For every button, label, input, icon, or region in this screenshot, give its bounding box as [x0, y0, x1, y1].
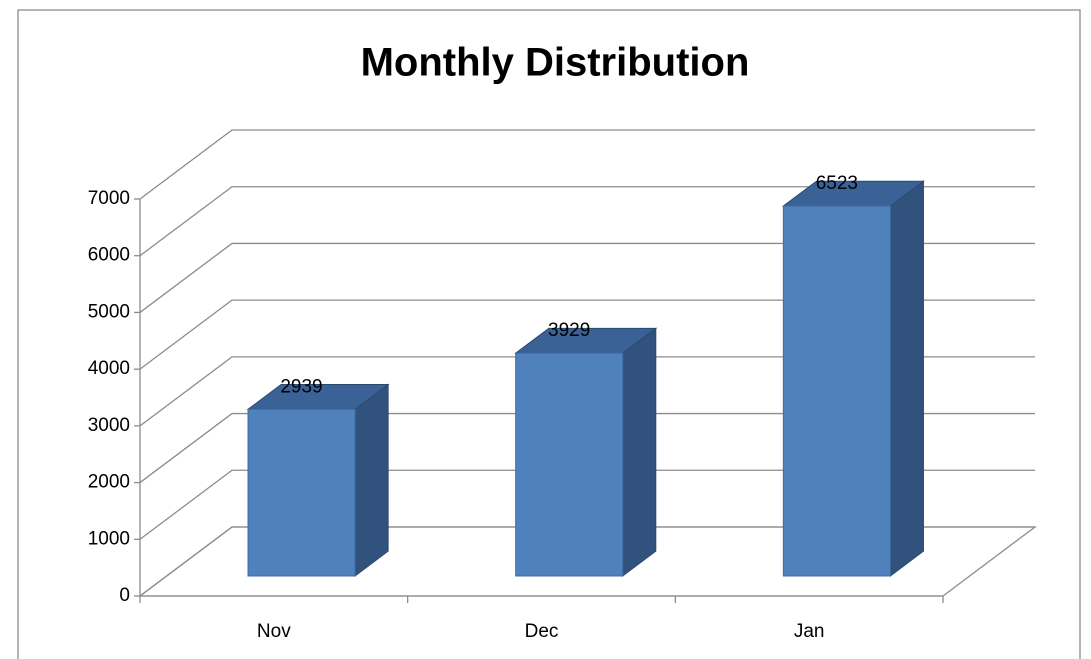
grid-line: [139, 186, 1035, 257]
grid-line: [139, 299, 1035, 370]
grid-line: [139, 412, 1035, 484]
bar: [247, 408, 356, 577]
bar: [782, 205, 891, 577]
value-label: 3929: [548, 320, 590, 341]
x-tick-label: Nov: [257, 621, 291, 642]
y-tick-label: 0: [119, 585, 130, 606]
x-tick-label: Dec: [525, 621, 559, 642]
bar-side: [622, 327, 657, 577]
y-tick-label: 4000: [88, 358, 130, 379]
value-label: 6523: [816, 173, 858, 194]
y-tick-label: 2000: [88, 472, 130, 493]
bar-side: [354, 383, 389, 577]
y-tick-label: 5000: [88, 301, 130, 322]
y-tick-label: 3000: [88, 415, 130, 436]
x-tick-label: Jan: [794, 621, 825, 642]
bar: [515, 352, 624, 577]
value-label: 2939: [280, 376, 322, 397]
grid-line: [139, 526, 1035, 597]
y-tick-label: 6000: [88, 245, 130, 266]
grid-line: [139, 469, 1035, 540]
y-tick-label: 1000: [88, 528, 130, 549]
y-tick-label: 7000: [88, 188, 130, 209]
grid-line: [139, 129, 1035, 200]
bar-side: [889, 180, 924, 577]
chart-title: Monthly Distribution: [361, 41, 750, 85]
grid-line: [139, 242, 1035, 313]
grid-line: [139, 356, 1035, 427]
